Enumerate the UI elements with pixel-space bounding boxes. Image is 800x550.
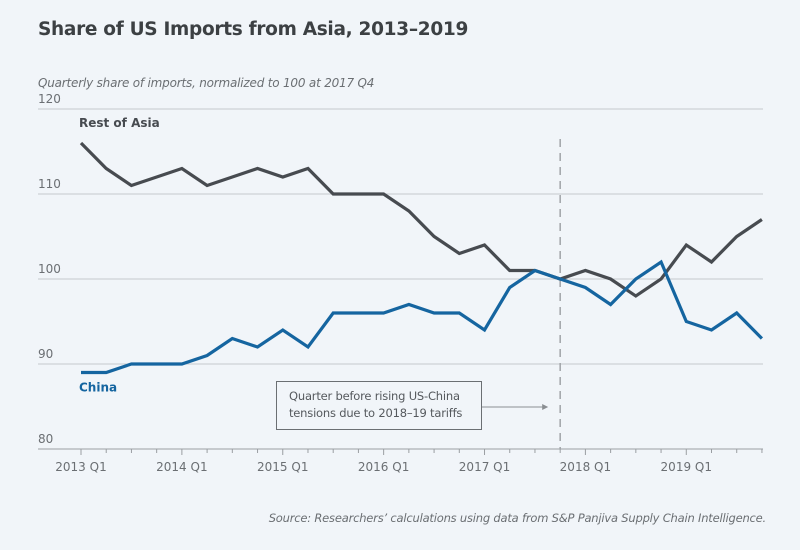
series-label-rest-of-asia: Rest of Asia [79,116,160,130]
arrow-head [542,404,549,410]
x-tick-label: 2018 Q1 [560,460,611,474]
y-tick-label: 120 [38,92,61,106]
x-tick-label: 2019 Q1 [661,460,712,474]
x-tick-label: 2013 Q1 [55,460,106,474]
y-tick-label: 80 [38,432,53,446]
x-axis: 2013 Q1 2014 Q1 2015 Q1 2016 Q1 2017 Q1 2018 … [55,449,763,474]
series-line-china [81,259,764,375]
x-tick-label: 2016 Q1 [358,460,409,474]
y-tick-label: 100 [38,262,61,276]
source-note: Source: Researchers’ calculations using … [268,511,766,525]
x-tick-label: 2014 Q1 [156,460,207,474]
chart-subtitle: Quarterly share of imports, normalized t… [38,76,375,90]
x-tick-label: 2017 Q1 [459,460,510,474]
annotation-line-2: tensions due to 2018–19 tariffs [289,406,463,420]
y-tick-label: 90 [38,347,53,361]
annotation-line-1: Quarter before rising US-China [289,389,460,403]
y-tick-label: 110 [38,177,61,191]
x-tick-label: 2015 Q1 [257,460,308,474]
annotation-arrow [482,404,549,410]
annotation-box: Quarter before rising US-China tensions … [276,381,482,430]
y-axis: 80 90 100 110 120 [38,92,61,446]
series-line-rest-of-asia [79,141,763,298]
series-lines [79,141,764,375]
chart-title: Share of US Imports from Asia, 2013–2019 [38,19,469,40]
series-label-china: China [79,381,117,395]
